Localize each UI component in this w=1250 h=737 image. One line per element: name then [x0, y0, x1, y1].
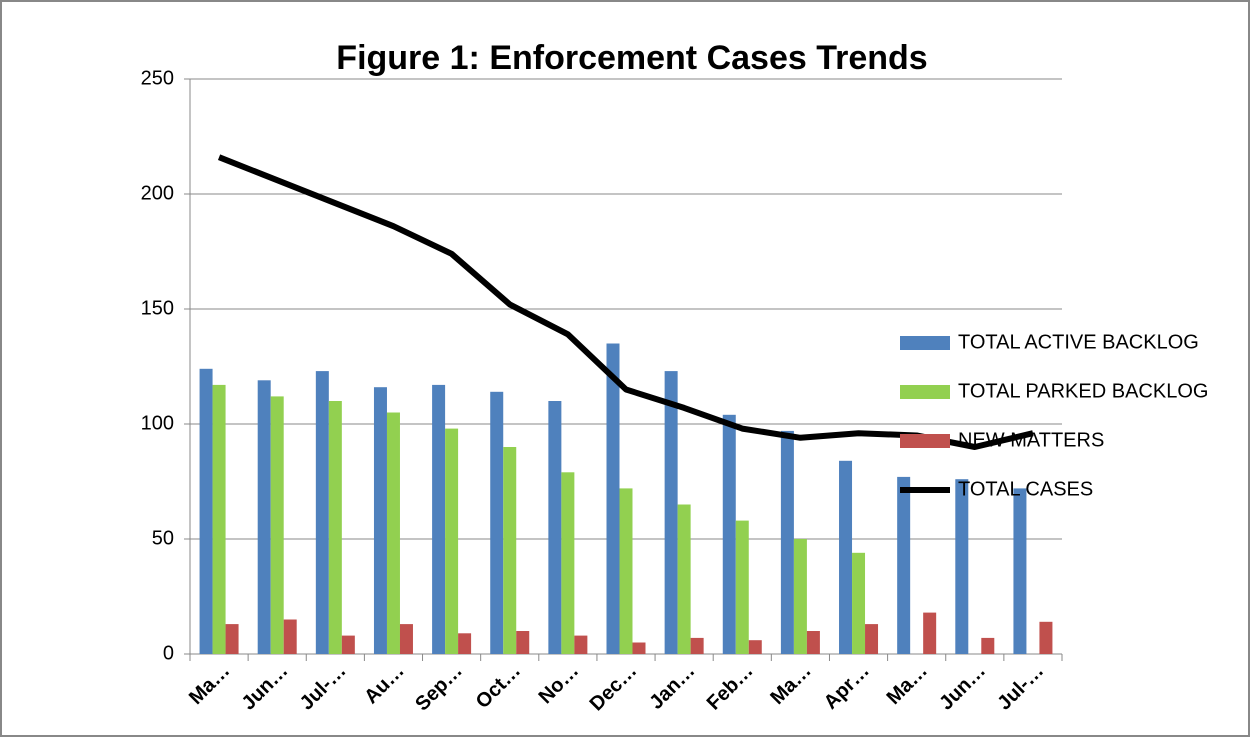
bar — [458, 633, 472, 654]
y-tick-label: 100 — [141, 412, 174, 434]
bar — [852, 552, 866, 654]
bar — [677, 504, 691, 654]
legend-label: TOTAL PARKED BACKLOG — [958, 380, 1208, 402]
bar — [445, 428, 459, 654]
bar — [981, 637, 995, 654]
bar — [897, 476, 911, 654]
bar — [806, 631, 820, 654]
bar — [793, 539, 807, 654]
bar — [865, 624, 879, 654]
bar — [270, 396, 284, 654]
bar — [780, 430, 794, 654]
bar — [664, 371, 678, 654]
legend-swatch — [900, 385, 950, 399]
bar — [606, 343, 620, 654]
bar — [548, 401, 562, 654]
line-series — [217, 154, 1034, 450]
bar — [619, 488, 633, 654]
bar — [490, 391, 504, 654]
legend-label: TOTAL CASES — [958, 478, 1093, 500]
bar — [328, 401, 342, 654]
bar — [722, 414, 736, 654]
bar — [561, 472, 575, 654]
bar — [632, 642, 646, 654]
bar — [735, 520, 749, 654]
bar — [690, 637, 704, 654]
bar — [257, 380, 271, 654]
y-tick-label: 50 — [152, 527, 174, 549]
bar — [199, 368, 213, 654]
chart-title: Figure 1: Enforcement Cases Trends — [336, 39, 927, 77]
legend-label: TOTAL ACTIVE BACKLOG — [958, 331, 1199, 353]
bar — [1039, 621, 1053, 654]
bar — [1013, 488, 1027, 654]
bar — [503, 447, 517, 654]
bar — [283, 619, 297, 654]
bar — [748, 640, 762, 654]
y-tick-label: 250 — [141, 67, 174, 89]
bar — [516, 631, 530, 654]
bar — [341, 635, 355, 654]
bar — [225, 624, 239, 654]
legend-swatch — [900, 336, 950, 350]
legend-swatch — [900, 434, 950, 448]
bar — [212, 384, 226, 654]
bar — [955, 479, 969, 654]
bar — [399, 624, 413, 654]
bar — [923, 612, 937, 654]
bar — [432, 384, 446, 654]
bar — [373, 387, 387, 654]
legend-label: NEW MATTERS — [958, 429, 1104, 451]
bar — [315, 371, 329, 654]
bar — [839, 460, 853, 654]
y-tick-label: 0 — [163, 642, 174, 664]
y-tick-label: 200 — [141, 182, 174, 204]
y-tick-label: 150 — [141, 297, 174, 319]
bar — [386, 412, 400, 654]
bar — [574, 635, 588, 654]
